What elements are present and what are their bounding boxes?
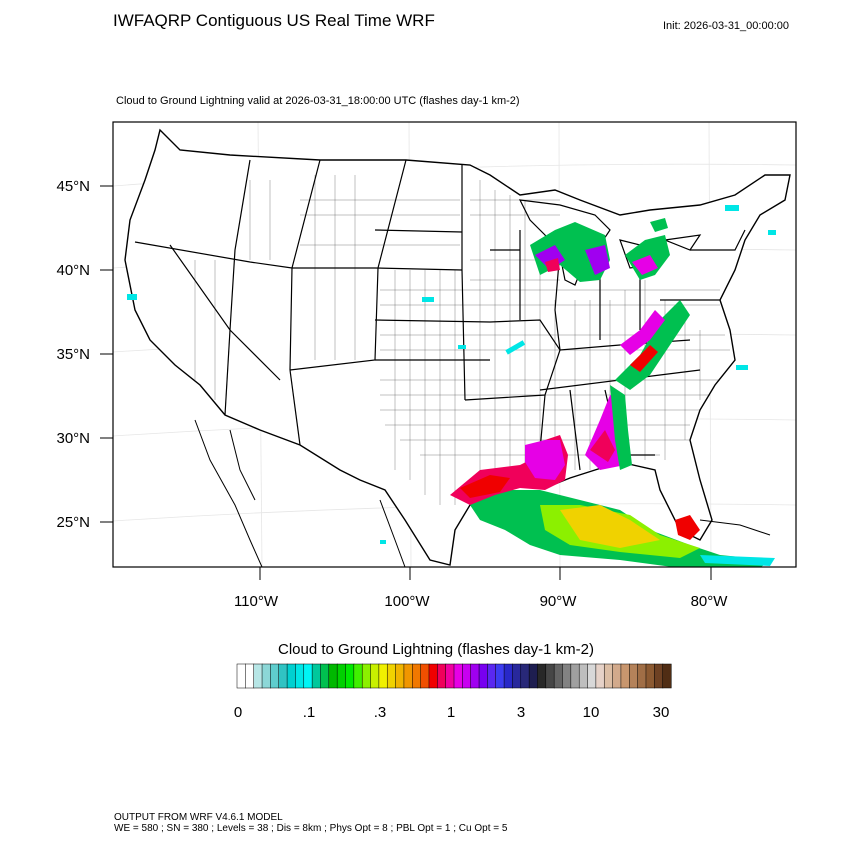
colorbar-swatch	[595, 663, 605, 689]
model-info-line-2: WE = 580 ; SN = 380 ; Levels = 38 ; Dis …	[114, 823, 508, 834]
lon-labels: 110°W 100°W 90°W 80°W	[234, 593, 728, 610]
lightning-florida	[675, 515, 700, 540]
colorbar-swatch	[629, 663, 639, 689]
colorbar-swatch	[370, 663, 380, 689]
colorbar-swatch	[654, 663, 664, 689]
colorbar-tick-2: .3	[373, 704, 387, 721]
map-frame	[112, 121, 797, 568]
colorbar-tick-1: .1	[302, 704, 316, 721]
colorbar-swatch	[478, 663, 488, 689]
lat-label-35: 35°N	[56, 346, 90, 363]
lon-label-80w: 80°W	[691, 593, 729, 610]
lat-labels: 45°N 40°N 35°N 30°N 25°N	[56, 178, 90, 531]
colorbar-swatch	[311, 663, 322, 689]
colorbar-swatch	[453, 663, 463, 689]
lightning-scattered-cells	[127, 205, 776, 544]
plot-subtitle: Cloud to Ground Lightning valid at 2026-…	[116, 95, 520, 107]
colorbar-swatch	[495, 663, 505, 689]
map-content	[113, 122, 796, 567]
colorbar-swatch	[286, 663, 296, 689]
colorbar-swatch	[345, 663, 355, 689]
init-time-label: Init: 2026-03-31_00:00:00	[663, 20, 789, 32]
colorbar-swatch	[270, 663, 280, 689]
colorbar-swatch	[603, 663, 614, 689]
lightning-field	[127, 205, 776, 567]
colorbar-swatch	[328, 663, 338, 689]
colorbar-swatch	[528, 663, 539, 689]
colorbar-swatch	[420, 663, 430, 689]
colorbar-tick-0: 0	[233, 704, 243, 721]
colorbar-swatch	[645, 663, 655, 689]
lat-label-40: 40°N	[56, 262, 90, 279]
colorbar-swatch	[428, 663, 438, 689]
colorbar-swatch	[386, 663, 397, 689]
colorbar-swatch	[620, 663, 630, 689]
lon-label-100w: 100°W	[384, 593, 430, 610]
lon-label-90w: 90°W	[540, 593, 578, 610]
colorbar-swatch	[245, 663, 255, 689]
colorbar-swatch	[553, 663, 564, 689]
lon-label-110w: 110°W	[234, 593, 279, 610]
colorbar-swatch	[462, 663, 472, 689]
colorbar-tick-5: 10	[582, 704, 600, 721]
colorbar-swatch	[445, 663, 455, 689]
colorbar-swatch	[261, 663, 271, 689]
colorbar-swatch	[570, 663, 580, 689]
model-info-line-1: OUTPUT FROM WRF V4.6.1 MODEL	[114, 812, 283, 823]
colorbar-swatch	[336, 663, 347, 689]
colorbar-swatch	[295, 663, 305, 689]
colorbar-swatch	[395, 663, 405, 689]
colorbar-swatch	[662, 663, 672, 689]
colorbar-title: Cloud to Ground Lightning (flashes day-1…	[278, 641, 594, 658]
colorbar-tick-4: 3	[516, 704, 526, 721]
colorbar-swatch	[320, 663, 330, 689]
colorbar-swatch	[278, 663, 288, 689]
colorbar-swatch	[470, 663, 480, 689]
lat-label-45: 45°N	[56, 178, 90, 195]
colorbar-swatch	[361, 663, 372, 689]
colorbar-swatch	[587, 663, 597, 689]
colorbar-swatch	[437, 663, 447, 689]
colorbar-swatch	[487, 663, 497, 689]
colorbar-swatch	[503, 663, 513, 689]
colorbar-swatch	[537, 663, 547, 689]
colorbar-swatch	[578, 663, 589, 689]
colorbar-swatch	[520, 663, 530, 689]
coastlines	[194, 419, 771, 567]
colorbar-swatch	[612, 663, 622, 689]
colorbar-swatch	[253, 663, 263, 689]
colorbar-swatch	[545, 663, 555, 689]
colorbar-swatch	[637, 663, 647, 689]
colorbar-swatch	[378, 663, 388, 689]
colorbar-tick-3: 1	[446, 704, 456, 721]
colorbar-swatch	[512, 663, 522, 689]
colorbar-swatch	[353, 663, 363, 689]
lat-ticks	[100, 185, 113, 523]
us-landmass	[124, 128, 791, 566]
colorbar-swatch	[412, 663, 422, 689]
colorbar-swatch	[562, 663, 572, 689]
lat-label-25: 25°N	[56, 514, 90, 531]
colorbar-swatch	[403, 663, 413, 689]
colorbar-tick-6: 30	[652, 704, 670, 721]
colorbar-swatch	[303, 663, 313, 689]
plot-title: IWFAQRP Contiguous US Real Time WRF	[113, 11, 435, 30]
colorbar	[236, 663, 672, 689]
colorbar-swatch	[236, 663, 246, 689]
lat-label-30: 30°N	[56, 430, 90, 447]
lon-ticks	[259, 567, 712, 580]
